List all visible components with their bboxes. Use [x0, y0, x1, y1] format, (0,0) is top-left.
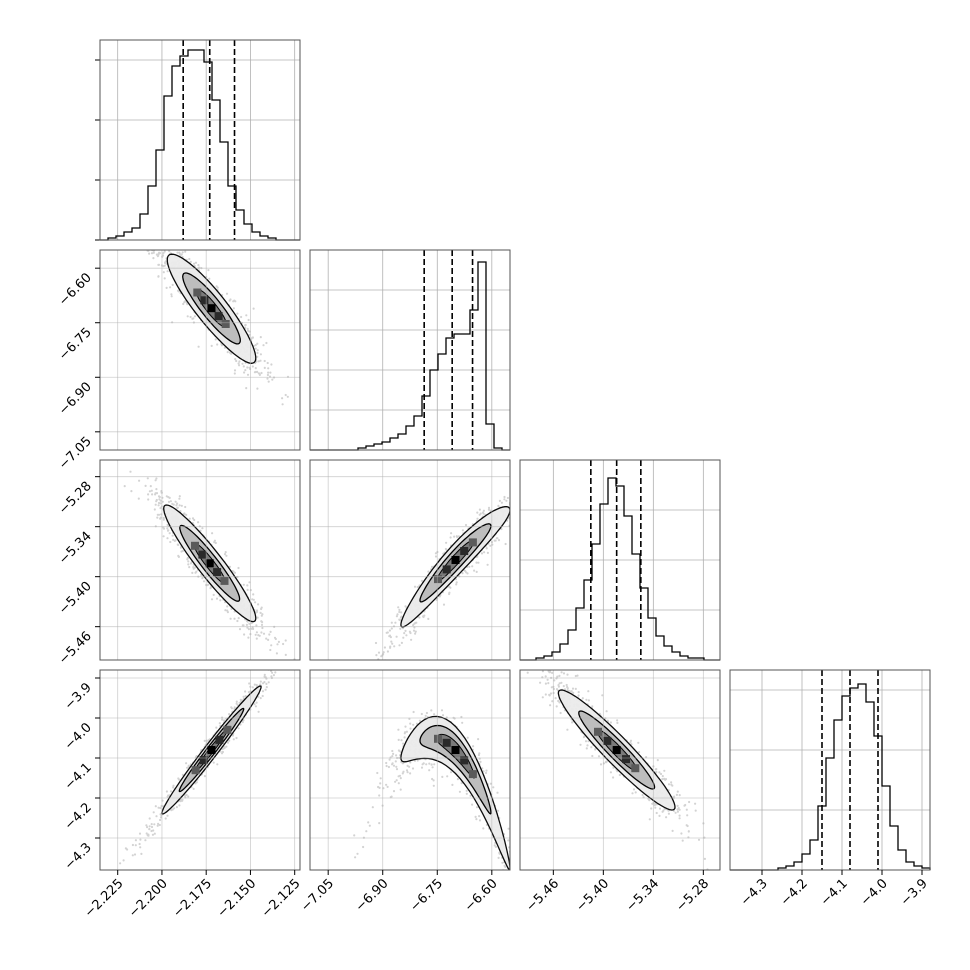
scatter-panel-1-4	[99, 669, 301, 871]
density-cell	[220, 576, 229, 585]
scatter-panel-2-3	[309, 459, 511, 661]
panel-frame	[309, 669, 511, 871]
density-cell	[622, 755, 630, 764]
x-tick-label: −4.2	[778, 876, 811, 909]
x-tick-label: −2.150	[215, 876, 260, 921]
density-cell	[191, 766, 200, 775]
histogram-steps	[730, 683, 931, 871]
panel-background	[310, 250, 510, 450]
density-cell	[434, 734, 442, 743]
y-tick-label: −5.46	[56, 629, 95, 668]
panel-frame	[519, 669, 721, 871]
panel-content	[123, 470, 296, 660]
density-cell	[451, 746, 460, 754]
panel-content	[146, 250, 290, 406]
histogram-panel-1	[95, 39, 301, 241]
density-cell	[205, 559, 214, 568]
density-cell	[200, 296, 209, 305]
x-tick-label: −5.34	[623, 876, 662, 915]
x-tick-label: −4.0	[858, 876, 891, 909]
density-cell	[199, 756, 208, 765]
y-tick-label: −6.75	[56, 325, 95, 364]
panel-frame	[99, 459, 301, 661]
scatter-panel-3-4	[519, 669, 721, 871]
x-tick-label: −3.9	[898, 876, 931, 909]
x-tick-label: −4.3	[738, 876, 771, 909]
histogram-panel-4	[729, 669, 931, 871]
x-tick-label: −2.225	[82, 876, 127, 921]
density-cell	[631, 764, 640, 773]
panel-frame	[309, 249, 511, 451]
panel-content	[374, 495, 510, 660]
x-tick-label: −2.125	[259, 876, 304, 921]
x-tick-label: −6.90	[353, 876, 392, 915]
density-cell	[191, 541, 199, 550]
histogram-panel-2	[309, 249, 511, 451]
density-cell	[213, 568, 222, 577]
density-cell	[451, 556, 460, 564]
x-tick-label: −5.40	[573, 876, 612, 915]
panel-frame	[729, 669, 931, 871]
panel-frame	[519, 459, 721, 661]
panel-frame	[309, 459, 511, 661]
y-tick-label: −6.60	[56, 270, 95, 309]
panel-background	[730, 670, 930, 870]
y-tick-label: −7.05	[56, 434, 95, 473]
x-tick-label: −6.60	[462, 876, 501, 915]
panel-frame	[99, 249, 301, 451]
density-cell	[207, 746, 216, 754]
y-tick-label: −4.1	[62, 760, 95, 793]
y-tick-label: −4.2	[62, 800, 95, 833]
density-cell	[434, 575, 442, 584]
contour-middle	[419, 724, 492, 815]
x-tick-label: −6.75	[407, 876, 446, 915]
density-cell	[442, 738, 451, 747]
density-cell	[603, 736, 612, 745]
y-tick-label: −4.3	[62, 840, 95, 873]
y-tick-label: −4.0	[62, 720, 95, 753]
density-cell	[214, 312, 223, 321]
panel-content	[526, 670, 709, 870]
y-tick-label: −5.40	[56, 579, 95, 618]
panel-background	[100, 40, 300, 240]
density-cell	[193, 288, 202, 297]
density-cell	[468, 770, 477, 779]
panel-content	[353, 709, 510, 870]
density-cell	[612, 746, 621, 754]
x-tick-label: −2.200	[126, 876, 171, 921]
x-tick-label: −4.1	[818, 876, 851, 909]
density-cell	[207, 304, 216, 313]
density-cell	[198, 550, 207, 559]
y-tick-label: −3.9	[62, 680, 95, 713]
x-tick-label: −7.05	[298, 876, 337, 915]
scatter-panel-1-3	[99, 459, 301, 661]
histogram-steps	[100, 49, 300, 241]
density-cell	[460, 756, 469, 765]
panel-background	[310, 460, 510, 660]
density-cell	[594, 727, 602, 736]
density-cell	[460, 547, 469, 555]
density-cell	[442, 565, 451, 574]
y-tick-label: −5.28	[56, 479, 95, 518]
density-cell	[468, 538, 477, 547]
scatter-panel-2-4	[309, 669, 511, 871]
x-tick-label: −2.175	[170, 876, 215, 921]
scatter-panel-1-2	[99, 249, 301, 451]
panel-frame	[99, 39, 301, 241]
histogram-panel-3	[519, 459, 721, 661]
y-tick-label: −5.34	[56, 529, 95, 568]
histogram-steps	[520, 477, 720, 661]
density-cell	[215, 735, 224, 744]
y-tick-label: −6.90	[56, 379, 95, 418]
x-tick-label: −5.28	[673, 876, 712, 915]
histogram-steps	[310, 261, 510, 451]
density-cell	[223, 725, 232, 734]
panel-frame	[99, 669, 301, 871]
x-tick-label: −5.46	[523, 876, 562, 915]
density-cell	[221, 320, 230, 328]
